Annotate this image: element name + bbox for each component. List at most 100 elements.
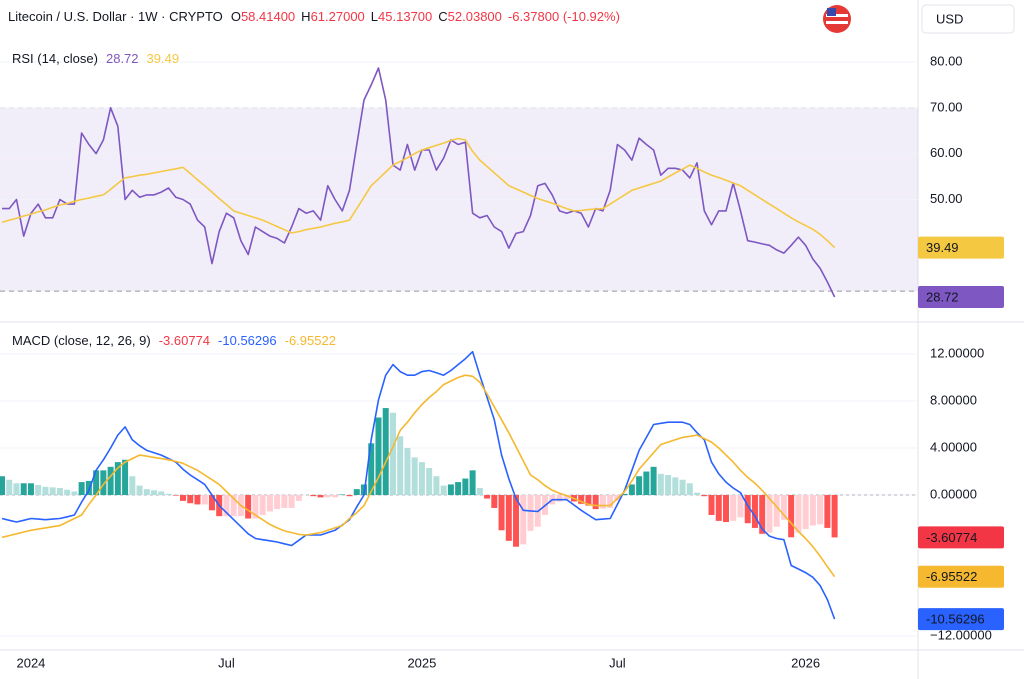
legend-value: 28.72 [106, 51, 139, 66]
histogram-bar [259, 495, 266, 515]
histogram-bar [172, 495, 179, 496]
price-badge-label: -6.95522 [926, 569, 977, 584]
histogram-bar [505, 495, 512, 541]
pane: 80.00 70.00 60.00 50.00 RSI (14, close) 28.72… [0, 51, 1004, 308]
histogram-bar [737, 495, 744, 518]
histogram-bar [795, 495, 802, 533]
histogram-bar [592, 495, 599, 510]
histogram-bar [650, 466, 657, 496]
histogram-bar [230, 495, 237, 517]
histogram-bar [100, 470, 107, 496]
histogram-bar [0, 476, 5, 496]
histogram-bar [64, 489, 71, 496]
y-tick-label: 80.00 [930, 53, 963, 68]
price-badge-label: 39.49 [926, 240, 959, 255]
price-badge-label: 28.72 [926, 289, 959, 304]
pane: 12.00000 8.00000 4.00000 0.00000 −12.00000 MA… [0, 333, 1004, 670]
histogram-bar [187, 495, 194, 504]
legend-value: 39.49 [147, 51, 180, 66]
histogram-bar [382, 408, 389, 496]
x-tick-label: 2026 [791, 655, 820, 670]
currency-button[interactable] [921, 4, 1015, 34]
histogram-bar [679, 479, 686, 496]
histogram-bar [440, 485, 447, 496]
legend-value: -6.95522 [285, 333, 336, 348]
histogram-bar [42, 486, 49, 496]
histogram-bar [324, 495, 331, 498]
y-tick-label: 12.00000 [930, 345, 984, 360]
y-tick-label: −12.00000 [930, 627, 992, 642]
histogram-bar [288, 495, 295, 508]
histogram-bar [578, 495, 585, 504]
histogram-bar [484, 495, 491, 499]
x-tick-label: Jul [218, 655, 235, 670]
flag-stripe [826, 14, 848, 17]
histogram-bar [49, 487, 56, 496]
x-tick-label: Jul [609, 655, 626, 670]
ohlc-letter: O [231, 9, 241, 24]
currency-label[interactable]: USD [936, 11, 963, 26]
histogram-bar [252, 495, 259, 519]
histogram-bar [708, 495, 715, 515]
histogram-bar [151, 490, 158, 496]
histogram-bar [657, 473, 664, 496]
histogram-bar [759, 495, 766, 534]
histogram-bar [129, 476, 136, 496]
series-line [1, 374, 836, 578]
ohlc-value: 52.03800 [448, 9, 502, 24]
pane-title: RSI (14, close) [12, 51, 98, 66]
histogram-bar [788, 495, 795, 538]
histogram-bar [476, 487, 483, 496]
ohlc-letter: H [301, 9, 310, 24]
histogram-bar [817, 495, 824, 525]
histogram-bar [281, 495, 288, 508]
histogram-bar [114, 462, 121, 496]
histogram-bar [274, 495, 281, 510]
histogram-bar [701, 495, 708, 497]
histogram-bar [317, 495, 324, 498]
histogram-bar [339, 494, 346, 496]
histogram-bar [310, 495, 317, 497]
price-badge [918, 236, 1004, 259]
price-change: -6.37800 (-10.92%) [508, 9, 620, 24]
histogram-bar [780, 495, 787, 520]
histogram-bar [93, 470, 100, 496]
histogram-bar [13, 483, 20, 496]
histogram-bar [20, 483, 27, 496]
histogram-bar [672, 477, 679, 496]
y-tick-label: 60.00 [930, 145, 963, 160]
pane-title: MACD (close, 12, 26, 9) [12, 333, 151, 348]
histogram-bar [628, 484, 635, 496]
histogram-bar [520, 495, 527, 545]
price-badge [918, 608, 1004, 631]
histogram-bar [773, 495, 780, 527]
symbol-header: Litecoin / U.S. Dollar · 1W · CRYPTO O58.… [8, 9, 620, 24]
histogram-bar [158, 491, 165, 496]
legend-value: -3.60774 [159, 333, 210, 348]
histogram-bar [295, 495, 302, 501]
x-tick-label: 2025 [407, 655, 436, 670]
histogram-bar [751, 495, 758, 528]
histogram-bar [107, 466, 114, 496]
histogram-bar [71, 491, 78, 496]
histogram-bar [469, 470, 476, 496]
histogram-bar [397, 436, 404, 496]
y-tick-label: 4.00000 [930, 439, 977, 454]
flag-icon[interactable] [823, 5, 851, 33]
histogram-bar [831, 495, 838, 538]
histogram-bar [498, 495, 505, 531]
ohlc-letter: C [438, 9, 447, 24]
histogram-bar [462, 478, 469, 496]
histogram-bar [491, 495, 498, 508]
histogram-bar [723, 495, 729, 523]
y-tick-label: 50.00 [930, 191, 963, 206]
histogram-bar [418, 462, 425, 496]
series-line [1, 137, 836, 249]
histogram-bar [513, 495, 520, 547]
legend-value: -10.56296 [218, 333, 277, 348]
histogram-bar [433, 476, 440, 496]
histogram-bar [180, 495, 186, 501]
histogram-bar [665, 475, 672, 496]
